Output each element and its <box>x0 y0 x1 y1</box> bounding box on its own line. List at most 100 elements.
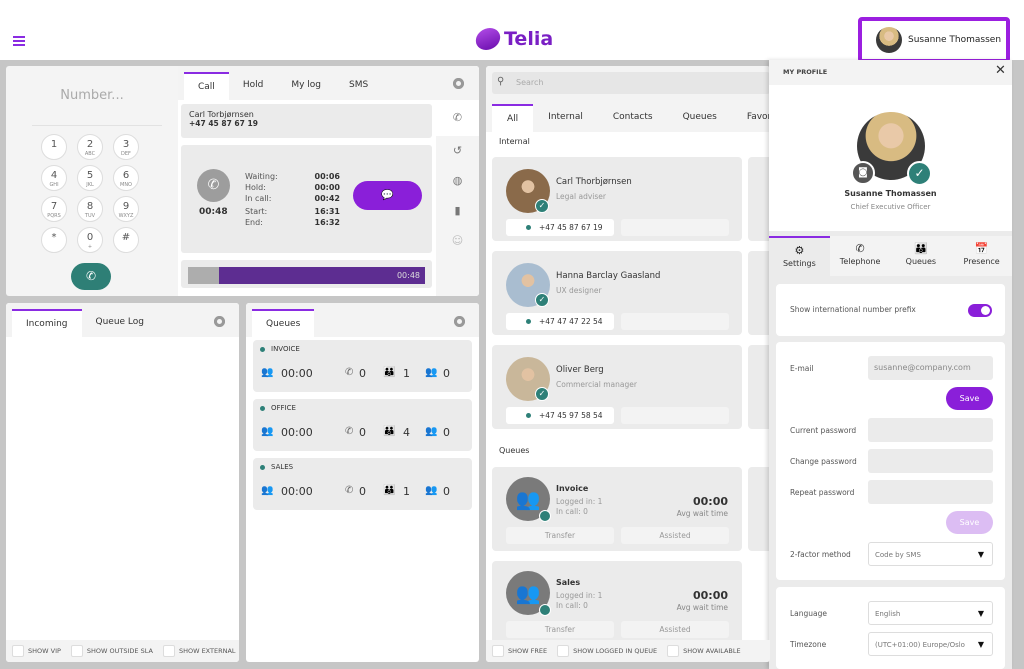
queue-card[interactable]: INVOICE 👥 00:00 ✆ 0 👪 1 👥 0 <box>253 340 472 392</box>
queue-contact-card[interactable]: 👥 Invoice Logged in: 1 In call: 0 00:00 Avg w… <box>492 467 742 551</box>
contact-card[interactable]: ✓ Hanna Barclay Gaasland UX designer +47 47… <box>492 251 742 335</box>
contact-phone-button[interactable]: +47 47 47 22 54 <box>506 313 614 330</box>
tab-internal[interactable]: Internal <box>548 112 583 122</box>
change-password-field[interactable] <box>868 449 993 473</box>
intl-prefix-toggle[interactable] <box>968 304 992 317</box>
checkbox[interactable] <box>12 645 24 657</box>
contact-card[interactable]: ✓ Carl Thorbjørnsen Legal adviser +47 45 87… <box>492 157 742 241</box>
keypad-key[interactable]: 6 MNO <box>113 165 139 191</box>
checkbox[interactable] <box>162 645 175 657</box>
keypad-key[interactable]: 1 <box>41 134 67 160</box>
key-digit: 2 <box>86 139 94 150</box>
tab-queues[interactable]: Queues <box>682 112 717 122</box>
tab-my-log[interactable]: My log <box>291 80 321 90</box>
save-email-button[interactable]: Save <box>946 387 993 410</box>
language-select[interactable]: English <box>868 601 993 626</box>
clipboard-icon[interactable]: ▮ <box>454 204 461 217</box>
profile-tab-settings[interactable]: ⚙ Settings <box>769 236 830 276</box>
contact-secondary-button[interactable] <box>621 407 729 424</box>
assisted-button[interactable]: Assisted <box>621 527 729 544</box>
assisted-button[interactable]: Assisted <box>621 621 729 638</box>
contact-secondary-button[interactable] <box>621 219 729 236</box>
queue-name: Sales <box>556 578 581 587</box>
queue-free: 0 <box>443 367 450 380</box>
filter-checkbox[interactable]: SHOW EXTERNAL <box>162 645 236 657</box>
repeat-password-field[interactable] <box>868 480 993 504</box>
email-label: E-mail <box>790 364 814 373</box>
history-icon[interactable]: ↺ <box>452 144 463 157</box>
tab-favorites[interactable]: Favorites <box>746 112 770 122</box>
timezone-select[interactable]: (UTC+01:00) Europe/Oslo <box>868 632 993 657</box>
tab-all[interactable]: All <box>492 104 534 132</box>
contact-secondary-button[interactable] <box>621 313 729 330</box>
checkbox[interactable] <box>667 645 680 657</box>
filter-checkbox[interactable]: SHOW VIP <box>12 645 61 657</box>
contact-phone-button[interactable]: +47 45 87 67 19 <box>506 219 614 236</box>
profile-button[interactable]: Susanne Thomassen <box>858 17 1010 63</box>
filter-checkbox[interactable]: SHOW FREE <box>492 645 547 657</box>
filter-checkbox[interactable]: SHOW LOGGED IN QUEUE <box>557 645 657 657</box>
current-password-field[interactable] <box>868 418 993 442</box>
tab-incoming[interactable]: Incoming <box>12 309 82 337</box>
checkbox[interactable] <box>557 645 570 657</box>
camera-icon[interactable]: ◙ <box>851 161 875 185</box>
keypad-key[interactable]: 0 + <box>77 227 103 253</box>
contact-phone-button[interactable]: +47 45 97 58 54 <box>506 407 614 424</box>
dial-button[interactable]: ✆ <box>71 263 111 290</box>
settings-icon[interactable] <box>214 316 225 327</box>
tab-call[interactable]: Call <box>184 72 229 100</box>
contact-card[interactable] <box>748 157 770 241</box>
keypad-key[interactable]: 9 WXYZ <box>113 196 139 222</box>
queue-agents: 4 <box>403 426 410 439</box>
contact-card[interactable]: ✓ Oliver Berg Commercial manager +47 45 97 … <box>492 345 742 429</box>
filter-checkbox[interactable]: SHOW OUTSIDE SLA <box>70 645 153 657</box>
search-input[interactable]: Search <box>492 72 770 94</box>
smiley-icon[interactable]: ☺ <box>451 234 464 247</box>
contact-card[interactable] <box>748 251 770 335</box>
tab-contacts[interactable]: Contacts <box>612 112 653 122</box>
queue-card[interactable]: SALES 👥 00:00 ✆ 0 👪 1 👥 0 <box>253 458 472 510</box>
queue-contact-card[interactable] <box>748 467 770 551</box>
contact-card[interactable] <box>748 345 770 429</box>
queue-contact-card[interactable]: 👥 Sales Logged in: 1 In call: 0 00:00 Avg wai… <box>492 561 742 645</box>
profile-tab-telephone[interactable]: ✆ Telephone <box>830 236 891 276</box>
filter-checkbox[interactable]: SHOW AVAILABLE <box>667 645 741 657</box>
keypad-key[interactable]: 3 DEF <box>113 134 139 160</box>
number-input[interactable]: Number... <box>60 88 124 103</box>
transfer-button[interactable]: Transfer <box>506 621 614 638</box>
tab-sms[interactable]: SMS <box>348 80 369 90</box>
save-password-button[interactable]: Save <box>946 511 993 534</box>
tab-queue-log[interactable]: Queue Log <box>95 317 145 327</box>
twofa-select[interactable]: Code by SMS <box>868 542 993 567</box>
key-digit: 4 <box>50 170 58 181</box>
globe-icon[interactable]: ◍ <box>452 174 463 187</box>
close-icon[interactable]: ✕ <box>995 63 1006 78</box>
tab-queues[interactable]: Queues <box>252 309 315 337</box>
chat-button[interactable]: 💬 <box>353 181 422 210</box>
queue-card[interactable]: OFFICE 👥 00:00 ✆ 0 👪 4 👥 0 <box>253 399 472 451</box>
profile-tab-queues[interactable]: 👪 Queues <box>891 236 952 276</box>
email-field[interactable]: susanne@company.com <box>868 356 993 380</box>
keypad-key[interactable]: 2 ABC <box>77 134 103 160</box>
settings-icon[interactable] <box>453 78 464 89</box>
profile-tab-presence[interactable]: 📅 Presence <box>951 236 1012 276</box>
progress-fill: 00:48 <box>218 267 425 284</box>
checkbox[interactable] <box>492 645 504 657</box>
keypad-key[interactable]: # <box>113 227 139 253</box>
keypad-key[interactable]: 8 TUV <box>77 196 103 222</box>
tab-hold[interactable]: Hold <box>242 80 264 90</box>
transfer-button[interactable]: Transfer <box>506 527 614 544</box>
wait-icon: 👥 <box>261 485 274 496</box>
queue-logged: Logged in: 1 <box>556 497 603 506</box>
call-stat-row: Start: 16:31 <box>245 206 340 217</box>
menu-icon[interactable] <box>13 36 25 46</box>
checkbox[interactable] <box>70 645 83 657</box>
keypad-key[interactable]: 4 GHI <box>41 165 67 191</box>
phone-icon[interactable]: ✆ <box>436 100 479 136</box>
keypad-key[interactable]: 7 PQRS <box>41 196 67 222</box>
available-check-icon[interactable]: ✓ <box>907 161 932 186</box>
settings-icon[interactable] <box>454 316 465 327</box>
keypad-key[interactable]: 5 JKL <box>77 165 103 191</box>
assisted-label: Assisted <box>659 625 691 634</box>
keypad-key[interactable]: * <box>41 227 67 253</box>
